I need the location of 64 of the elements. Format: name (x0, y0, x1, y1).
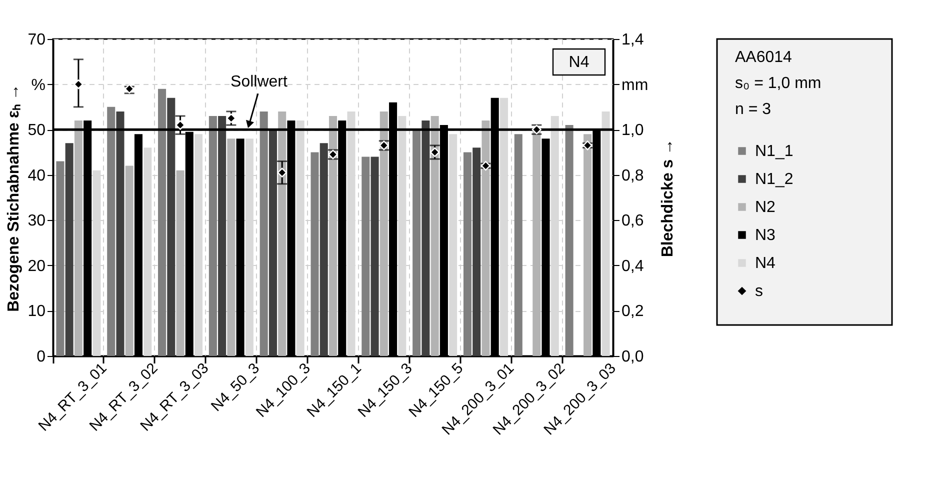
ref-line-label: Sollwert (230, 74, 288, 91)
legend-label: N1_1 (755, 143, 794, 160)
y2-tick-label: 0,4 (622, 258, 644, 275)
bar (310, 152, 319, 356)
bar (218, 116, 226, 356)
bar (532, 130, 541, 356)
legend-label: N4 (755, 255, 776, 272)
y-tick-label: 0 (36, 348, 46, 366)
point (277, 168, 287, 178)
bar (463, 152, 472, 356)
y-tick-label: 30 (28, 212, 46, 230)
bar (125, 166, 134, 356)
annotation: N4 (568, 54, 590, 71)
y-tick-label: % (31, 76, 46, 94)
legend-label: N1_2 (755, 171, 794, 188)
bar (328, 116, 338, 356)
y2-tick-label: 0,6 (622, 212, 644, 230)
bar (362, 156, 370, 356)
point (175, 120, 186, 130)
bar (422, 120, 430, 356)
legend-label: N3 (755, 227, 776, 244)
y-tick-label: 40 (28, 167, 46, 184)
bar (514, 134, 522, 356)
y2-tick-label: 0,2 (622, 303, 644, 320)
bar (565, 125, 574, 356)
bar (370, 156, 379, 356)
legend-label: s (755, 283, 763, 300)
legend-title: AA6014 s₀ = 1,0 mm n = 3 (735, 49, 822, 118)
y2-tick-label: 0,0 (622, 348, 644, 366)
point (74, 80, 84, 90)
y-tick-label: 20 (28, 258, 46, 275)
bar (194, 134, 203, 356)
bar (260, 111, 268, 356)
bar (176, 170, 184, 356)
bar (158, 88, 166, 356)
y-axis-title: Bezogene Stichabnahme εₕ → (6, 84, 23, 312)
bar (320, 143, 328, 356)
bar (116, 111, 124, 356)
bar (65, 143, 74, 356)
y-tick-label: 70 (28, 32, 46, 48)
bar (227, 138, 236, 356)
y-tick-label: 10 (28, 303, 46, 320)
y2-tick-label: 1,4 (622, 32, 644, 48)
point (226, 113, 236, 124)
y-tick-label: 50 (28, 122, 46, 140)
bar (56, 161, 64, 356)
bar (268, 130, 277, 356)
bar (472, 148, 481, 356)
bar (482, 120, 490, 356)
bar (430, 116, 439, 356)
bar (412, 130, 421, 356)
point (430, 147, 440, 157)
y2-tick-label: 0,8 (622, 167, 644, 184)
bar (208, 116, 217, 356)
y2-tick-label: mm (622, 76, 648, 94)
y2-axis-title: Blechdicke s → (660, 138, 676, 258)
bar (380, 111, 388, 356)
bar (167, 98, 176, 356)
bar (584, 134, 592, 356)
bar (107, 106, 116, 356)
y2-tick-label: 1,0 (622, 122, 644, 140)
legend-label: N2 (755, 199, 776, 216)
bar (278, 111, 286, 356)
bar (74, 120, 82, 356)
